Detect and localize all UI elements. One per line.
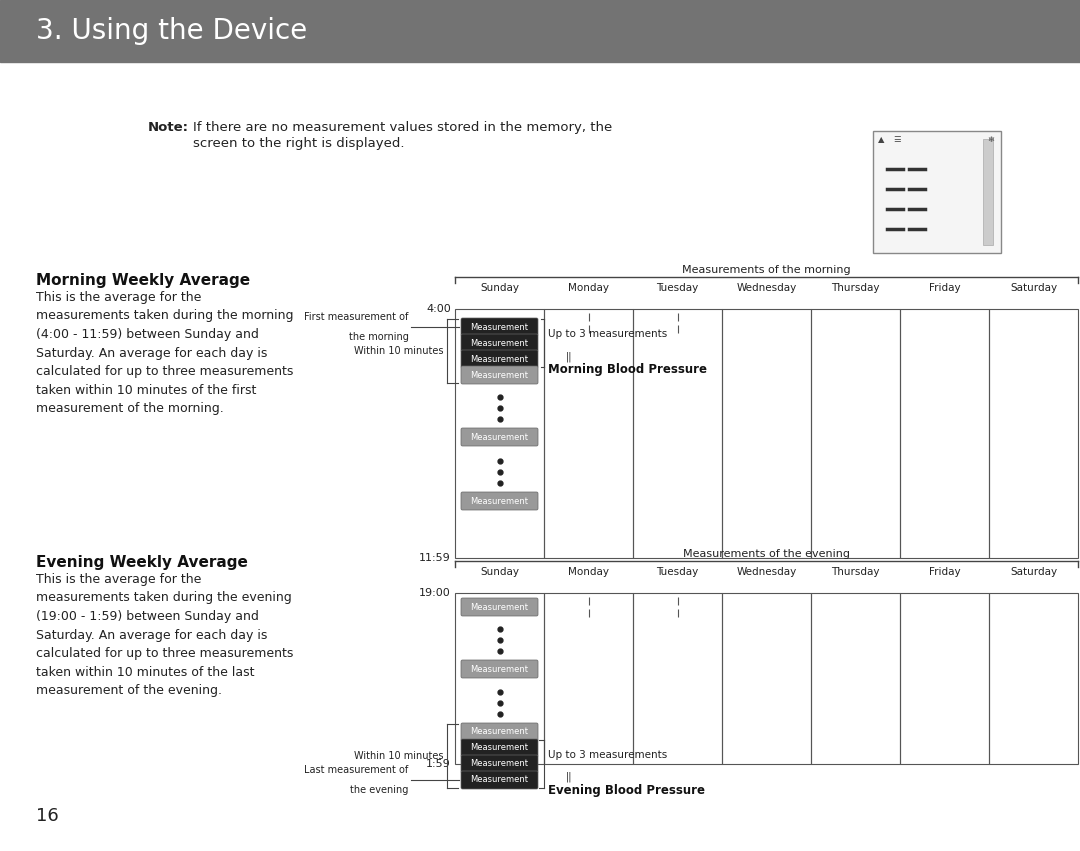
Bar (900, 309, 989, 558)
Text: Measurement: Measurement (471, 496, 528, 505)
Text: If there are no measurement values stored in the memory, the: If there are no measurement values store… (193, 121, 612, 134)
Text: Up to 3 measurements: Up to 3 measurements (548, 329, 666, 339)
Bar (989, 593, 1078, 764)
Bar (983, 139, 993, 245)
Text: Measurements of the morning: Measurements of the morning (683, 265, 851, 275)
Text: Measurement: Measurement (471, 665, 528, 673)
Text: Friday: Friday (929, 567, 960, 577)
Bar (989, 309, 1078, 558)
Text: This is the average for the
measurements taken during the morning
(4:00 - 11:59): This is the average for the measurements… (36, 291, 294, 415)
FancyBboxPatch shape (461, 723, 538, 741)
Text: Measurement: Measurement (471, 432, 528, 442)
FancyBboxPatch shape (461, 318, 538, 336)
Text: 11:59: 11:59 (419, 553, 451, 563)
Text: ||: || (566, 772, 572, 783)
Text: ☰: ☰ (893, 135, 901, 144)
Bar (0, 0, 1080, 62)
Text: Morning Blood Pressure: Morning Blood Pressure (548, 363, 706, 376)
Text: Evening Weekly Average: Evening Weekly Average (36, 555, 248, 570)
Text: Evening Blood Pressure: Evening Blood Pressure (548, 784, 704, 797)
Bar (723, 309, 811, 558)
Bar (455, 593, 544, 764)
Bar (633, 593, 723, 764)
Text: This is the average for the
measurements taken during the evening
(19:00 - 1:59): This is the average for the measurements… (36, 573, 294, 697)
Text: 1:59: 1:59 (427, 759, 451, 769)
Text: First measurement of: First measurement of (305, 312, 408, 322)
Bar (723, 593, 811, 764)
Text: Saturday: Saturday (1010, 283, 1057, 293)
Text: Measurement: Measurement (471, 323, 528, 332)
Text: screen to the right is displayed.: screen to the right is displayed. (193, 137, 405, 150)
Text: Measurement: Measurement (471, 775, 528, 785)
Text: Within 10 minutes: Within 10 minutes (354, 346, 444, 356)
Text: ||: || (566, 351, 572, 362)
Text: Thursday: Thursday (832, 283, 880, 293)
Text: Measurement: Measurement (471, 744, 528, 752)
Text: 3. Using the Device: 3. Using the Device (36, 17, 307, 45)
Bar (811, 309, 900, 558)
Text: ▲: ▲ (878, 135, 885, 144)
Text: the morning: the morning (349, 332, 408, 342)
Text: Within 10 minutes: Within 10 minutes (354, 751, 444, 761)
FancyBboxPatch shape (461, 334, 538, 352)
FancyBboxPatch shape (461, 598, 538, 616)
Text: Friday: Friday (929, 283, 960, 293)
FancyBboxPatch shape (461, 755, 538, 773)
Text: the evening: the evening (350, 785, 408, 795)
Text: Up to 3 measurements: Up to 3 measurements (548, 750, 666, 760)
Text: Wednesday: Wednesday (737, 283, 797, 293)
Text: Saturday: Saturday (1010, 567, 1057, 577)
Text: Sunday: Sunday (480, 283, 519, 293)
Text: Measurement: Measurement (471, 603, 528, 612)
Text: Measurement: Measurement (471, 728, 528, 736)
FancyBboxPatch shape (461, 660, 538, 678)
Text: 4:00: 4:00 (427, 304, 451, 314)
Bar (873, 131, 1001, 253)
Bar (811, 593, 900, 764)
FancyBboxPatch shape (461, 366, 538, 384)
Text: Wednesday: Wednesday (737, 567, 797, 577)
Text: Measurement: Measurement (471, 370, 528, 380)
FancyBboxPatch shape (461, 428, 538, 446)
Text: Note:: Note: (148, 121, 189, 134)
Text: Measurement: Measurement (471, 759, 528, 768)
Text: Morning Weekly Average: Morning Weekly Average (36, 273, 251, 288)
FancyBboxPatch shape (461, 739, 538, 757)
Text: Tuesday: Tuesday (657, 567, 699, 577)
Text: 16: 16 (36, 807, 58, 825)
FancyBboxPatch shape (461, 771, 538, 789)
Bar (544, 593, 633, 764)
Text: Measurements of the evening: Measurements of the evening (683, 549, 850, 559)
Bar (900, 593, 989, 764)
Bar (633, 309, 723, 558)
Text: Last measurement of: Last measurement of (305, 765, 408, 775)
Text: Measurement: Measurement (471, 339, 528, 347)
Text: Monday: Monday (568, 283, 609, 293)
Text: Measurement: Measurement (471, 355, 528, 363)
Text: ❄: ❄ (987, 135, 994, 144)
Text: Sunday: Sunday (480, 567, 519, 577)
Text: Thursday: Thursday (832, 567, 880, 577)
Bar (455, 309, 544, 558)
Bar (544, 309, 633, 558)
Text: Monday: Monday (568, 567, 609, 577)
Text: 19:00: 19:00 (419, 588, 451, 598)
FancyBboxPatch shape (461, 350, 538, 368)
Text: Tuesday: Tuesday (657, 283, 699, 293)
FancyBboxPatch shape (461, 492, 538, 510)
